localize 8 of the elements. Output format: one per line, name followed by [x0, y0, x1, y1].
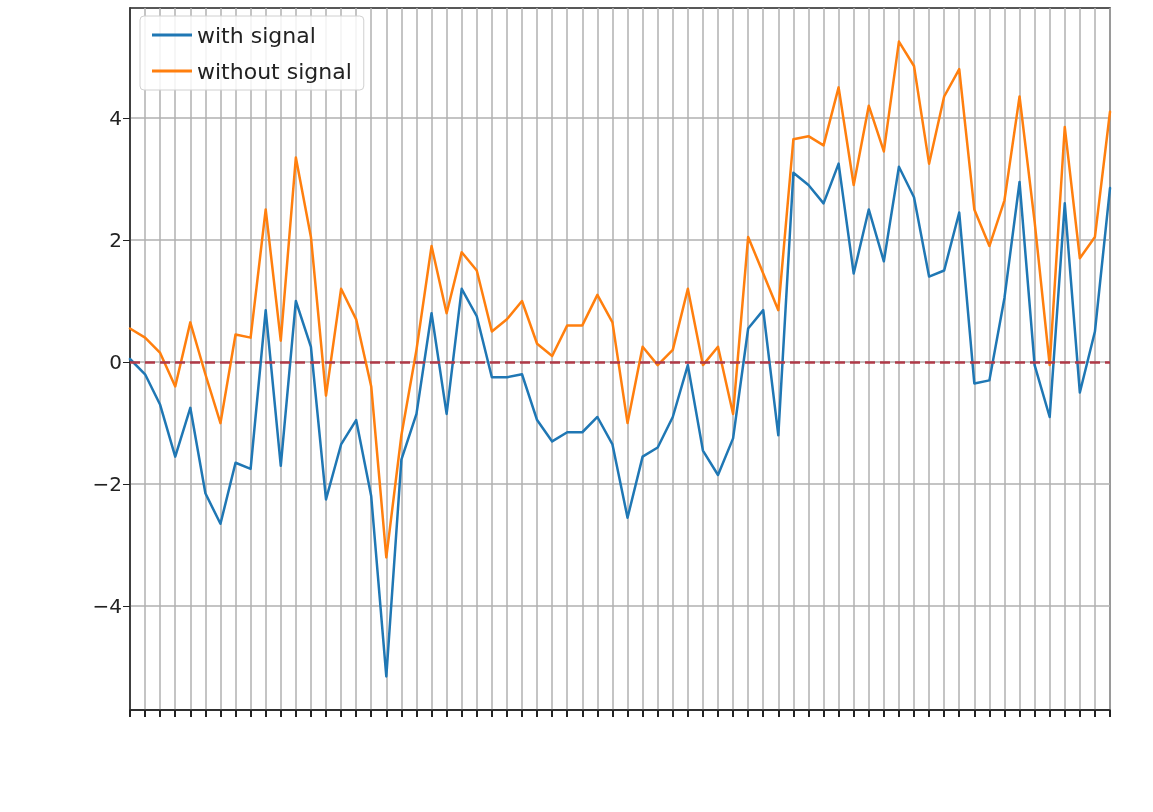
y-tick-label: 0	[109, 350, 122, 375]
y-tick-label: −4	[92, 594, 122, 619]
y-tick-label: −2	[92, 472, 122, 497]
y-tick-label: 2	[109, 227, 122, 252]
y-tick-label: 4	[109, 105, 122, 130]
line-series	[128, 162, 1112, 678]
legend-label: without signal	[197, 58, 352, 84]
legend-label: with signal	[197, 22, 316, 48]
